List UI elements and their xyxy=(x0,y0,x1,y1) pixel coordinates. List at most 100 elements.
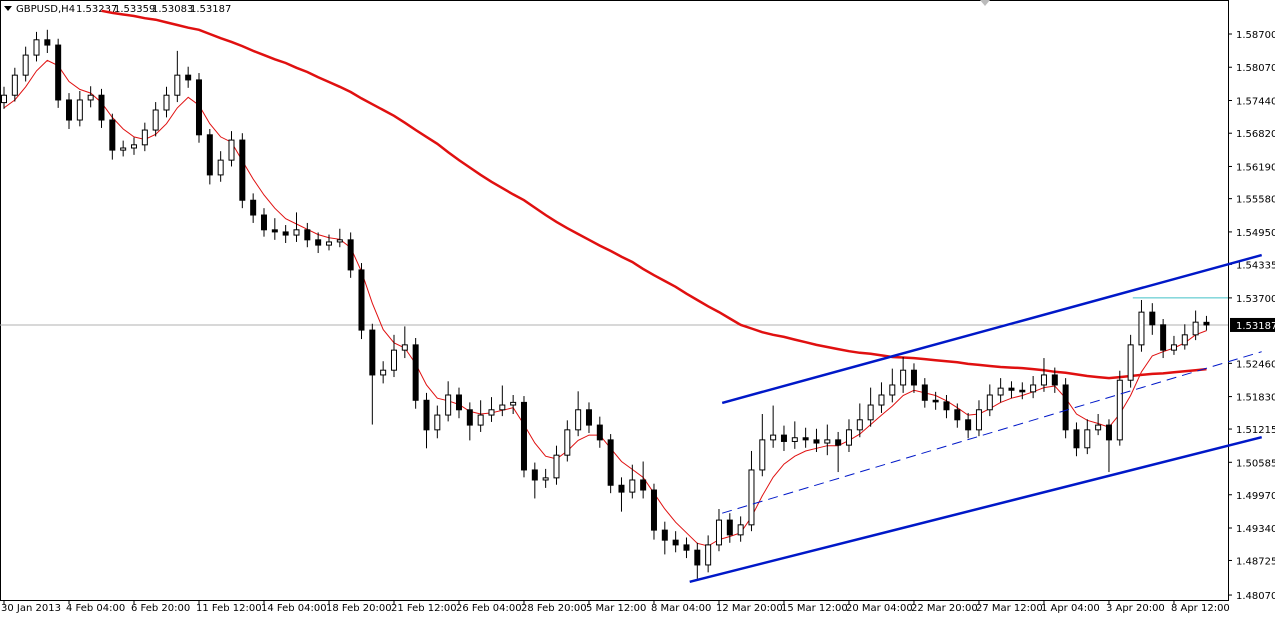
candle-body xyxy=(965,419,972,431)
candle-body xyxy=(878,394,885,406)
candle-body xyxy=(889,384,896,396)
candle-body xyxy=(260,214,267,231)
candle-body xyxy=(856,419,863,431)
candle-body xyxy=(932,399,939,403)
candle-body xyxy=(87,94,94,101)
candle-body xyxy=(954,409,961,421)
candle-body xyxy=(640,479,647,491)
shift-marker xyxy=(980,0,990,6)
candle-body xyxy=(304,229,311,241)
candle-body xyxy=(780,434,787,442)
y-tick-label: 1.58070 xyxy=(1236,63,1275,74)
candle-body xyxy=(726,519,733,536)
candle-body xyxy=(791,437,798,442)
candle-body xyxy=(618,484,625,493)
y-tick-label: 1.51215 xyxy=(1236,425,1275,436)
candle-body xyxy=(22,54,29,76)
candle-body xyxy=(596,424,603,441)
y-tick-label: 1.56820 xyxy=(1236,129,1275,140)
x-tick-label: 22 Mar 20:00 xyxy=(911,603,978,614)
candle-body xyxy=(1170,344,1177,351)
menu-arrow xyxy=(4,6,12,11)
y-tick-label: 1.52460 xyxy=(1236,359,1275,370)
candle-body xyxy=(33,39,40,56)
y-tick-label: 1.48070 xyxy=(1236,591,1275,602)
x-tick-label: 30 Jan 2013 xyxy=(1,603,61,614)
candle-body xyxy=(293,229,300,236)
candle-body xyxy=(1203,321,1210,326)
header-high: 1.53359 xyxy=(114,4,155,15)
candle-body xyxy=(802,437,809,441)
y-tick-label: 1.56190 xyxy=(1236,162,1275,173)
candle-body xyxy=(715,519,722,546)
candle-body xyxy=(76,99,83,121)
candle-body xyxy=(271,229,278,233)
x-tick-label: 5 Mar 12:00 xyxy=(586,603,646,614)
candle-body xyxy=(553,454,560,479)
candle-body xyxy=(1062,384,1069,431)
candle-body xyxy=(445,394,452,416)
candle-body xyxy=(1019,389,1026,393)
candle-body xyxy=(1040,374,1047,386)
last-price-label: 1.53187 xyxy=(1236,321,1275,332)
x-tick-label: 3 Apr 20:00 xyxy=(1106,603,1165,614)
candle-body xyxy=(575,409,582,431)
candle-body xyxy=(250,199,257,216)
candle-body xyxy=(228,139,235,161)
x-tick-label: 4 Feb 04:00 xyxy=(66,603,125,614)
y-tick-label: 1.54950 xyxy=(1236,228,1275,239)
candle-body xyxy=(770,434,777,441)
plot-frame xyxy=(0,0,1229,601)
candle-body xyxy=(434,414,441,431)
x-tick-label: 8 Apr 12:00 xyxy=(1171,603,1230,614)
candle-body xyxy=(163,94,170,111)
candle-body xyxy=(1160,324,1167,351)
x-tick-label: 14 Feb 04:00 xyxy=(261,603,327,614)
candle-body xyxy=(282,231,289,236)
x-tick-label: 1 Apr 04:00 xyxy=(1041,603,1100,614)
y-tick-label: 1.49340 xyxy=(1236,524,1275,535)
candle-body xyxy=(423,399,430,431)
candle-body xyxy=(975,409,982,431)
x-tick-label: 6 Feb 20:00 xyxy=(131,603,190,614)
candle-body xyxy=(705,544,712,566)
candle-body xyxy=(369,329,376,376)
candle-body xyxy=(694,549,701,566)
header-low: 1.53083 xyxy=(152,4,193,15)
candle-body xyxy=(661,529,668,541)
candle-body xyxy=(217,159,224,176)
trendline xyxy=(722,351,1262,514)
candle-body xyxy=(542,477,549,481)
candle-body xyxy=(1,94,7,104)
y-tick-label: 1.49970 xyxy=(1236,491,1275,502)
candle-body xyxy=(455,394,462,411)
candle-body xyxy=(1084,429,1091,449)
candle-body xyxy=(141,129,148,146)
x-tick-label: 12 Mar 20:00 xyxy=(716,603,783,614)
candle-body xyxy=(585,409,592,426)
candle-body xyxy=(629,479,636,493)
x-tick-label: 8 Mar 04:00 xyxy=(651,603,711,614)
candle-body xyxy=(499,404,506,411)
candle-body xyxy=(358,269,365,331)
candle-body xyxy=(11,74,18,96)
candle-body xyxy=(510,401,517,406)
candle-body xyxy=(997,387,1004,396)
candle-body xyxy=(520,401,527,471)
last-price-box xyxy=(1230,317,1275,332)
y-tick-label: 1.50585 xyxy=(1236,458,1275,469)
x-tick-label: 11 Feb 12:00 xyxy=(196,603,262,614)
candle-body xyxy=(737,524,744,536)
header-close: 1.53187 xyxy=(190,4,231,15)
candle-body xyxy=(1138,311,1145,346)
candle-body xyxy=(607,439,614,486)
candle-body xyxy=(390,349,397,371)
candle-body xyxy=(650,489,657,531)
x-tick-label: 21 Feb 12:00 xyxy=(391,603,457,614)
candle-body xyxy=(109,119,116,151)
candle-body xyxy=(867,404,874,421)
candle-body xyxy=(130,144,137,149)
candle-body xyxy=(185,74,192,81)
candle-body xyxy=(1030,384,1037,393)
